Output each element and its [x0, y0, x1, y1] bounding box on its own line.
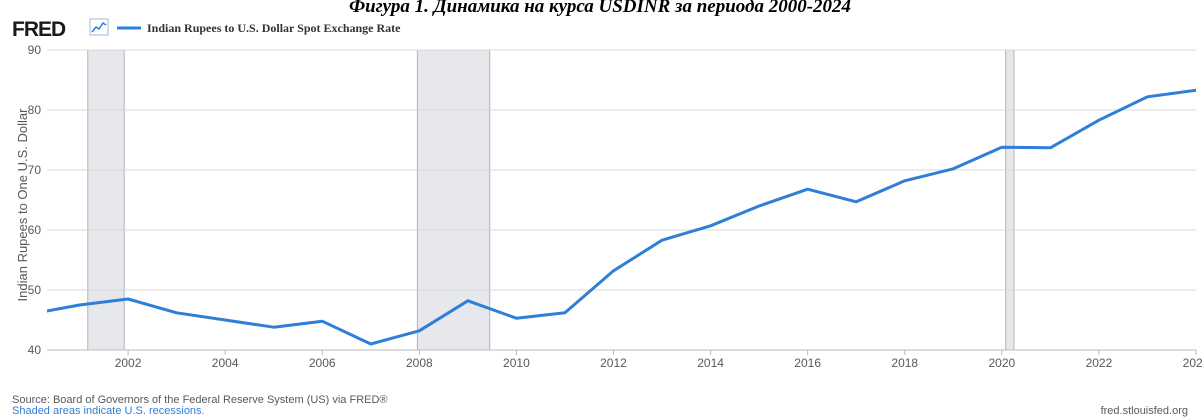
recession-note: Shaded areas indicate U.S. recessions.: [12, 405, 205, 417]
data-line: [47, 88, 1196, 346]
x-tick-label: 2022: [1086, 356, 1113, 370]
y-tick-label: 80: [28, 103, 42, 117]
x-tick-label: 2010: [503, 356, 530, 370]
y-axis-label: Indian Rupees to One U.S. Dollar: [15, 108, 30, 302]
recession-band: [416, 49, 491, 351]
x-tick-label: 2006: [309, 356, 336, 370]
x-tick-label: 2020: [988, 356, 1015, 370]
legend-label: Indian Rupees to U.S. Dollar Spot Exchan…: [147, 21, 401, 35]
x-tick-label: 2018: [891, 356, 918, 370]
x-tick-label: 2014: [697, 356, 724, 370]
brand-logo: FRED: [12, 18, 66, 41]
caption: Фигура 1. Динамика на курса USDINR за пе…: [349, 0, 851, 17]
y-tick-label: 70: [28, 163, 42, 177]
recession-band: [1005, 49, 1015, 351]
logo-icon: [89, 18, 109, 36]
x-tick-label: 2024: [1183, 356, 1202, 370]
site-url: fred.stlouisfed.org: [1101, 405, 1188, 417]
x-tick-label: 2002: [115, 356, 142, 370]
y-tick-label: 40: [28, 343, 42, 357]
y-tick-label: 50: [28, 283, 42, 297]
y-tick-label: 90: [28, 43, 42, 57]
recession-band: [87, 49, 125, 351]
x-tick-label: 2016: [794, 356, 821, 370]
y-tick-label: 60: [28, 223, 42, 237]
source-note: Source: Board of Governors of the Federa…: [12, 394, 388, 406]
x-tick-label: 2004: [212, 356, 239, 370]
x-tick-label: 2008: [406, 356, 433, 370]
x-tick-label: 2012: [600, 356, 627, 370]
